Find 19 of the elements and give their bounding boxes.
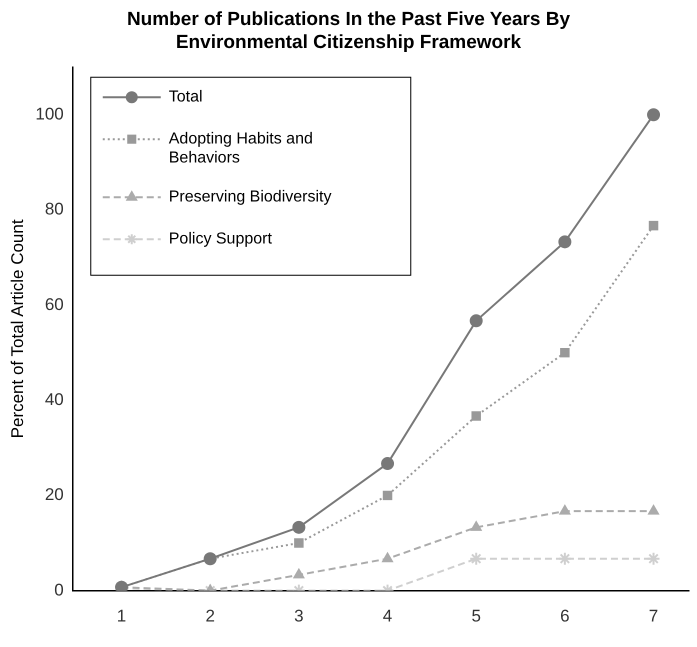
y-tick-label: 0 [54, 580, 64, 600]
x-tick-label: 3 [294, 606, 304, 626]
legend-label: Adopting Habits and Behaviors [168, 130, 313, 167]
x-tick-label: 4 [382, 606, 392, 626]
chart-title: Number of Publications In the Past Five Years By Environmental Citizenship Framework [126, 8, 572, 54]
y-tick-label: 40 [44, 390, 64, 409]
y-tick-label: 100 [35, 104, 64, 124]
legend-label: Preserving Biodiversity [168, 188, 332, 206]
legend-label: Policy Support [168, 230, 272, 248]
x-tick-label: 2 [205, 606, 215, 626]
x-tick-label: 7 [648, 606, 658, 626]
legend-label: Total [168, 88, 203, 106]
x-tick-label: 6 [560, 606, 570, 626]
y-axis-title: Percent of Total Article Count [8, 219, 27, 438]
x-tick-label: 1 [116, 606, 126, 626]
y-tick-label: 60 [44, 294, 64, 314]
y-tick-label: 20 [44, 485, 64, 504]
x-tick-label: 5 [471, 606, 481, 626]
y-tick-label: 80 [44, 200, 64, 219]
